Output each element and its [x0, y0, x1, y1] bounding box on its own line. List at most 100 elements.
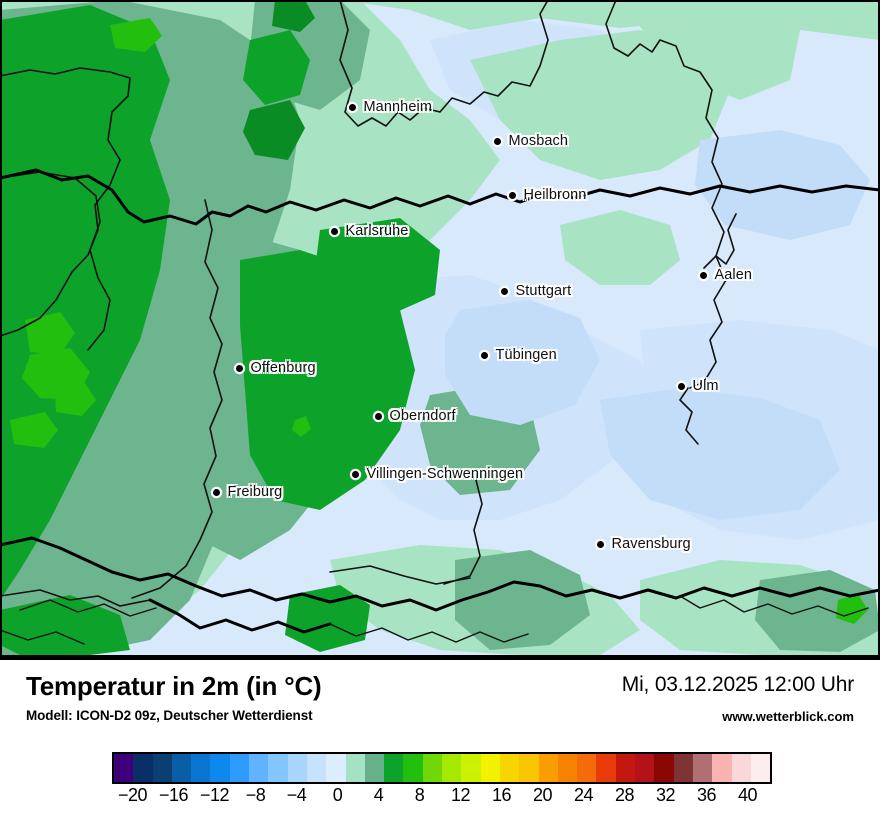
- website-credit: www.wetterblick.com: [722, 709, 854, 724]
- colorbar-tick: 4: [373, 785, 384, 805]
- city-marker[interactable]: Oberndorf: [374, 408, 456, 424]
- city-dot-icon: [596, 540, 604, 548]
- colorbar-swatch: [442, 754, 462, 782]
- colorbar-swatch: [731, 754, 751, 782]
- colorbar-swatch: [210, 754, 230, 782]
- city-marker[interactable]: Ulm: [677, 378, 719, 394]
- colorbar-swatch: [461, 754, 481, 782]
- city-marker[interactable]: Tübingen: [480, 347, 557, 363]
- colorbar-tick: 28: [614, 785, 635, 805]
- city-label: Aalen: [714, 267, 753, 283]
- temperature-map[interactable]: Mannheim Mosbach Heilbronn Karlsruhe Stuttga…: [0, 0, 880, 660]
- city-label: Mannheim: [363, 99, 432, 115]
- colorbar-swatch: [191, 754, 211, 782]
- colorbar-swatch: [345, 754, 365, 782]
- colorbar-tick: −12: [199, 785, 230, 805]
- colorbar-swatch: [114, 754, 134, 782]
- colorbar-swatch: [596, 754, 616, 782]
- city-dot-icon: [480, 351, 488, 359]
- colorbar-swatch: [615, 754, 636, 782]
- colorbar-tick-labels: −20 −16 −12 −8 −4 0 4 8 12 16 20 24 28 32 36 40: [112, 785, 772, 811]
- city-marker[interactable]: Freiburg: [212, 484, 283, 500]
- colorbar-swatch: [692, 754, 713, 782]
- colorbar-swatch: [577, 754, 597, 782]
- colorbar-swatch: [750, 754, 771, 782]
- city-marker[interactable]: Mosbach: [493, 133, 569, 149]
- alpine-borders: [0, 595, 869, 645]
- colorbar-tick: 12: [450, 785, 471, 805]
- colorbar-tick: 36: [696, 785, 717, 805]
- valid-datetime: Mi, 03.12.2025 12:00 Uhr: [621, 673, 854, 696]
- colorbar-swatch: [152, 754, 172, 782]
- colorbar-swatch: [249, 754, 269, 782]
- colorbar-section: −20 −16 −12 −8 −4 0 4 8 12 16 20 24 28 32 36 40: [0, 752, 880, 830]
- city-label: Karlsruhe: [345, 223, 409, 239]
- colorbar-tick: 24: [573, 785, 594, 805]
- city-marker[interactable]: Karlsruhe: [330, 223, 409, 239]
- city-label: Offenburg: [250, 360, 316, 376]
- colorbar-swatch: [712, 754, 732, 782]
- temp-band-darkgreen: [243, 0, 315, 160]
- colorbar-tick: −8: [245, 785, 266, 805]
- colorbar-tick: 16: [491, 785, 512, 805]
- colorbar-swatch: [287, 754, 307, 782]
- legend-footer: Temperatur in 2m (in °C) Modell: ICON-D2…: [0, 660, 880, 830]
- city-dot-icon: [677, 382, 685, 390]
- city-label: Tübingen: [495, 347, 557, 363]
- city-marker[interactable]: Heilbronn: [508, 187, 587, 203]
- colorbar-swatch: [171, 754, 192, 782]
- colorbar-swatch: [364, 754, 385, 782]
- city-dot-icon: [212, 488, 220, 496]
- colorbar-tick: −16: [158, 785, 189, 805]
- city-marker[interactable]: Mannheim: [348, 99, 433, 115]
- colorbar-tick: 40: [737, 785, 758, 805]
- colorbar-swatch: [499, 754, 520, 782]
- colorbar-tick: 8: [414, 785, 425, 805]
- city-label: Ravensburg: [611, 536, 691, 552]
- city-marker[interactable]: Stuttgart: [500, 283, 572, 299]
- colorbar-swatch: [557, 754, 578, 782]
- city-label: Freiburg: [227, 484, 283, 500]
- city-dot-icon: [374, 412, 382, 420]
- city-label: Mosbach: [508, 133, 569, 149]
- colorbar-swatch: [229, 754, 250, 782]
- city-marker[interactable]: Villingen-Schwenningen: [351, 466, 524, 482]
- city-dot-icon: [235, 364, 243, 372]
- colorbar-tick: 0: [332, 785, 343, 805]
- colorbar-swatch: [654, 754, 674, 782]
- colorbar-swatch: [384, 754, 404, 782]
- city-dot-icon: [348, 103, 356, 111]
- city-dot-icon: [699, 271, 707, 279]
- city-marker[interactable]: Offenburg: [235, 360, 316, 376]
- temperature-colorbar[interactable]: [112, 752, 772, 784]
- administrative-borders: [0, 0, 737, 607]
- national-borders: [0, 168, 880, 634]
- city-label: Ulm: [692, 378, 719, 394]
- colorbar-tick: 32: [655, 785, 676, 805]
- city-label: Stuttgart: [515, 283, 572, 299]
- city-dot-icon: [330, 227, 338, 235]
- page-title: Temperatur in 2m (in °C): [26, 671, 322, 701]
- colorbar-swatch: [403, 754, 423, 782]
- colorbar-swatch: [519, 754, 539, 782]
- colorbar-tick: −4: [286, 785, 307, 805]
- colorbar-swatch: [133, 754, 153, 782]
- colorbar-swatch: [635, 754, 655, 782]
- city-marker[interactable]: Aalen: [699, 267, 753, 283]
- map-canvas: [0, 0, 880, 657]
- city-dot-icon: [508, 191, 516, 199]
- colorbar-swatch: [422, 754, 443, 782]
- city-label: Heilbronn: [523, 187, 587, 203]
- model-subtitle: Modell: ICON-D2 09z, Deutscher Wetterdie…: [26, 708, 313, 723]
- colorbar-swatch: [268, 754, 288, 782]
- city-marker[interactable]: Ravensburg: [596, 536, 691, 552]
- city-label: Oberndorf: [389, 408, 456, 424]
- colorbar-swatch: [326, 754, 346, 782]
- colorbar-swatch: [306, 754, 327, 782]
- temp-band-brightgreen: [10, 18, 868, 624]
- colorbar-tick: 20: [532, 785, 553, 805]
- colorbar-swatch: [673, 754, 693, 782]
- colorbar-swatch: [538, 754, 558, 782]
- city-label: Villingen-Schwenningen: [366, 466, 524, 482]
